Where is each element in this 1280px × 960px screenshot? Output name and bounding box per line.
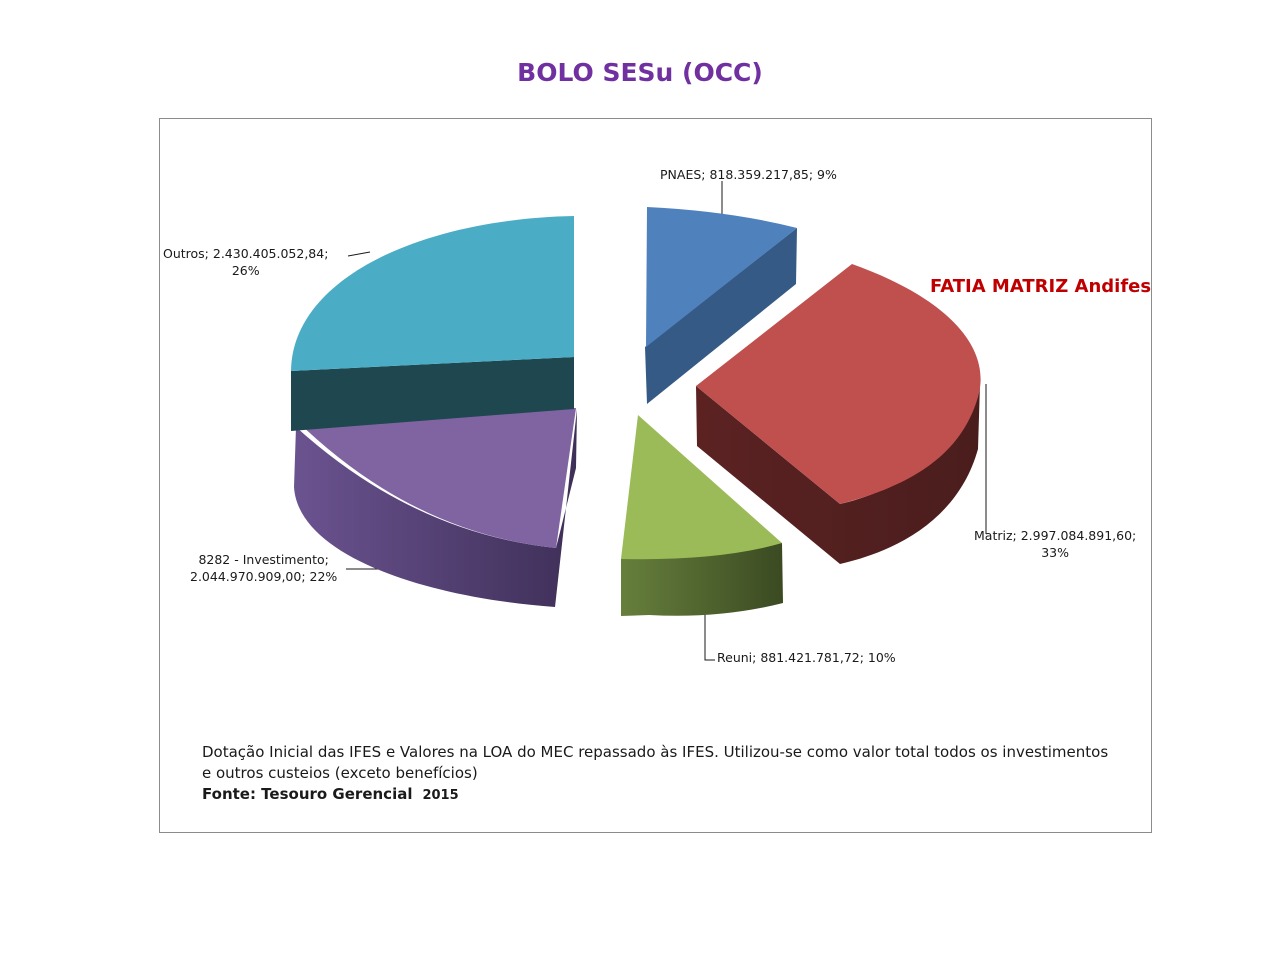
pie-slice-side-matriz (696, 384, 980, 564)
source-year: 2015 (422, 788, 459, 803)
data-label-matriz: Matriz; 2.997.084.891,60; 33% (974, 527, 1136, 561)
pie-chart (291, 181, 987, 661)
data-label-line: PNAES; 818.359.217,85; 9% (660, 167, 837, 182)
data-label-line: 8282 - Investimento; (198, 552, 329, 567)
data-label-pnaes: PNAES; 818.359.217,85; 9% (660, 166, 837, 183)
data-label-line: Reuni; 881.421.781,72; 10% (717, 650, 896, 665)
data-label-line: Matriz; 2.997.084.891,60; (974, 528, 1137, 543)
pie-slice-side-outros (291, 357, 574, 431)
data-label-line: 33% (1041, 545, 1070, 560)
chart-footnote: Dotação Inicial das IFES e Valores na LO… (202, 742, 1122, 806)
data-label-line: 26% (231, 263, 260, 278)
pie-slice-reuni (621, 415, 782, 560)
data-label-reuni: Reuni; 881.421.781,72; 10% (717, 649, 896, 666)
footnote-text: Dotação Inicial das IFES e Valores na LO… (202, 743, 1109, 782)
data-label-investimento: 8282 - Investimento; 2.044.970.909,00; 2… (190, 551, 337, 585)
data-label-outros: Outros; 2.430.405.052,84; 26% (163, 245, 328, 279)
pie-slice-side-pnaes (645, 228, 797, 404)
pie-slice-side-8282-investimento (294, 409, 577, 607)
pie-slice-matriz (696, 264, 981, 504)
source-label: Fonte: Tesouro Gerencial (202, 785, 413, 803)
pie-slice-side-reuni (621, 543, 783, 616)
data-label-line: 2.044.970.909,00; 22% (190, 569, 338, 584)
chart-title: BOLO SESu (OCC) (517, 58, 763, 87)
leader-line-reuni (704, 612, 715, 661)
chart-area: PNAES; 818.359.217,85; 9% Matriz; 2.997.… (159, 118, 1152, 833)
data-label-line: Outros; 2.430.405.052,84; (163, 246, 329, 261)
pie-slice-pnaes (646, 207, 797, 347)
leader-line-outros (347, 251, 371, 257)
pie-slice-8282-investimento (296, 408, 576, 548)
pie-slice-outros (291, 216, 574, 371)
matriz-callout: FATIA MATRIZ Andifes (930, 276, 1152, 297)
